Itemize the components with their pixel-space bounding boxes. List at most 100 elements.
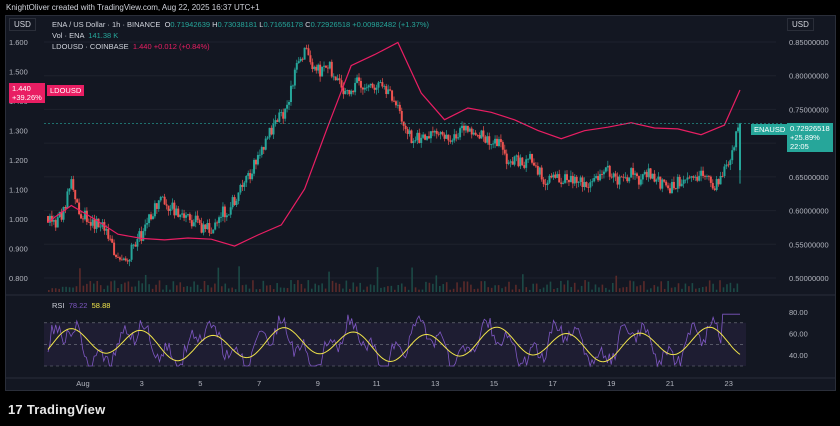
- candle-body: [690, 176, 693, 178]
- candle-body: [229, 207, 232, 215]
- candle-body: [235, 201, 238, 206]
- candle-body: [566, 174, 568, 180]
- volume-bar: [82, 285, 85, 292]
- candle-body: [737, 127, 740, 132]
- volume-bar: [577, 289, 579, 292]
- candle-body: [239, 184, 242, 193]
- volume-bar: [719, 280, 721, 292]
- rsi-value-2: 58.88: [91, 301, 111, 310]
- candle-body: [254, 159, 257, 165]
- candle-body: [569, 175, 572, 183]
- rsi-label[interactable]: RSI: [52, 301, 65, 310]
- volume-bar: [238, 266, 240, 292]
- volume-bar: [456, 282, 458, 292]
- chart-canvas[interactable]: 0.850000000.800000000.750000000.70000000…: [6, 16, 835, 390]
- candle-body: [200, 223, 203, 233]
- volume-bar: [328, 271, 330, 292]
- candle-body: [163, 196, 166, 205]
- candle-body: [587, 187, 590, 188]
- candle-body: [309, 55, 312, 63]
- candle-body: [655, 179, 658, 182]
- candle-body: [410, 130, 413, 144]
- ohlc-change: +0.00982482 (+1.37%): [352, 20, 430, 29]
- candle-body: [85, 210, 88, 222]
- left-tick-label: 1.000: [9, 215, 28, 224]
- candle-body: [262, 147, 265, 150]
- candle-body: [628, 177, 631, 182]
- volume-bar: [241, 285, 244, 292]
- candle-body: [534, 165, 537, 167]
- volume-bar: [103, 289, 105, 292]
- candle-body: [606, 165, 609, 168]
- right-scale-label[interactable]: USD: [787, 18, 814, 31]
- left-tick-label: 1.500: [9, 68, 28, 77]
- candle-body: [336, 78, 339, 81]
- candle-body: [525, 159, 528, 168]
- volume-bar: [317, 285, 320, 292]
- candle-body: [513, 156, 516, 165]
- volume-bar: [508, 281, 510, 292]
- volume-bar: [418, 289, 420, 292]
- candle-body: [661, 179, 664, 189]
- candle-body: [142, 231, 145, 241]
- date-tick-label: 11: [373, 379, 381, 388]
- volume-bar: [601, 284, 604, 292]
- volume-bar: [684, 283, 687, 292]
- symbol-title[interactable]: ENA / US Dollar · 1h · BINANCE: [52, 20, 161, 29]
- candle-body: [179, 214, 182, 217]
- volume-bar: [618, 288, 621, 292]
- candle-body: [105, 229, 108, 231]
- candle-body: [674, 188, 677, 190]
- candle-body: [161, 196, 164, 198]
- candle-body: [208, 223, 211, 233]
- candle-body: [210, 232, 213, 234]
- volume-bar: [518, 289, 521, 292]
- volume-bar: [477, 288, 479, 292]
- volume-bar: [248, 288, 251, 292]
- candle-body: [688, 177, 691, 179]
- candle-body: [585, 182, 588, 188]
- candle-body: [293, 69, 296, 86]
- candle-body: [482, 130, 485, 137]
- volume-bar: [729, 282, 732, 292]
- candle-body: [218, 217, 221, 223]
- volume-bar: [625, 286, 628, 292]
- candle-body: [515, 155, 518, 157]
- volume-bar: [511, 289, 514, 292]
- chart-panel[interactable]: 0.850000000.800000000.750000000.70000000…: [5, 15, 836, 391]
- compare-label[interactable]: LDOUSD · COINBASE: [52, 42, 129, 51]
- candle-body: [247, 173, 250, 176]
- tradingview-logo: 17 TradingView: [8, 402, 105, 417]
- volume-bar: [338, 283, 341, 292]
- candle-body: [492, 143, 495, 145]
- candle-body: [223, 206, 226, 218]
- volume-bar: [321, 283, 323, 292]
- candle-body: [150, 214, 153, 220]
- candle-body: [686, 177, 689, 180]
- volume-bar: [421, 289, 424, 292]
- volume-bar: [473, 289, 476, 292]
- candle-body: [111, 238, 114, 243]
- candle-body: [202, 224, 205, 233]
- candle-body: [87, 221, 90, 223]
- candle-body: [418, 132, 421, 143]
- volume-label[interactable]: Vol · ENA: [52, 31, 85, 40]
- volume-bar: [497, 285, 500, 292]
- candle-body: [243, 182, 246, 187]
- volume-bar: [79, 268, 81, 292]
- candle-body: [468, 128, 471, 132]
- candle-body: [707, 175, 710, 177]
- candle-body: [657, 176, 660, 180]
- candle-body: [196, 215, 199, 221]
- candle-body: [437, 133, 440, 135]
- date-tick-label: 9: [316, 379, 320, 388]
- candle-body: [462, 125, 465, 131]
- volume-bar: [110, 281, 112, 292]
- candle-body: [363, 87, 366, 90]
- left-scale-label[interactable]: USD: [9, 18, 36, 31]
- candle-body: [639, 179, 642, 185]
- right-tick-label: 0.80000000: [789, 72, 829, 81]
- candle-body: [731, 150, 734, 161]
- left-tick-label: 1.200: [9, 156, 28, 165]
- volume-bar: [629, 280, 631, 292]
